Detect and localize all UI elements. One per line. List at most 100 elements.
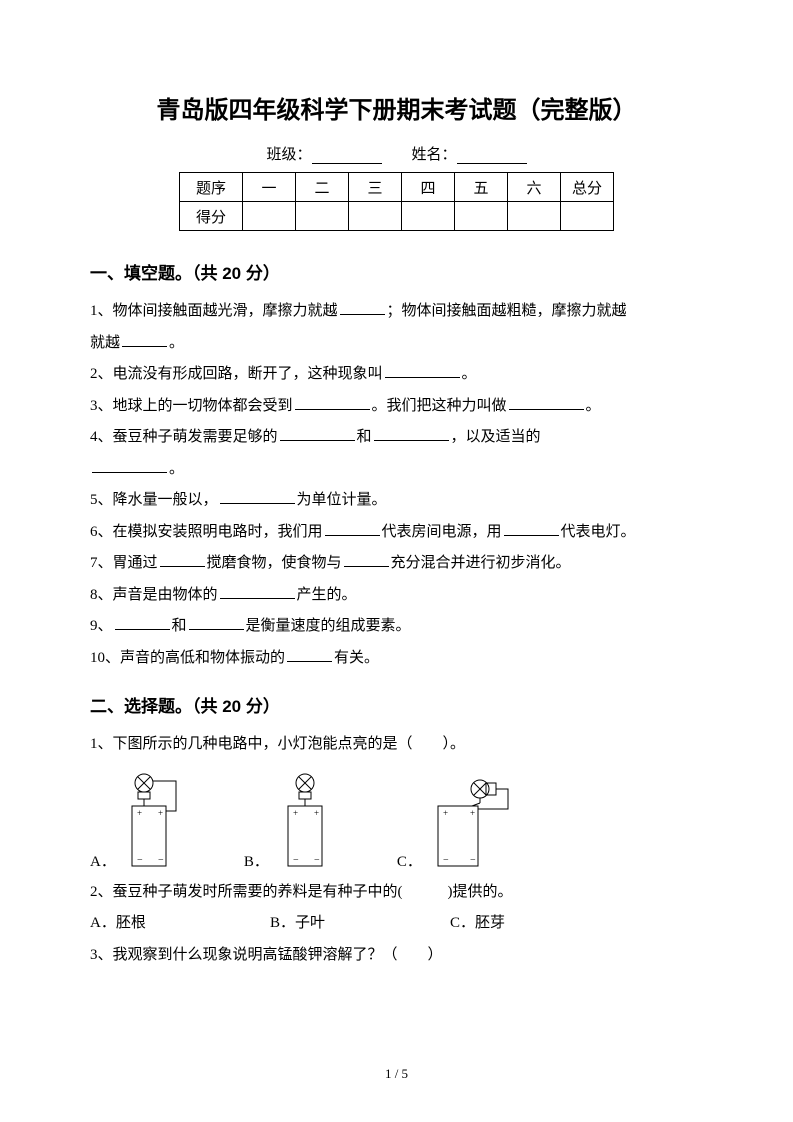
question: 2、蚕豆种子萌发时所需要的养料是有种子中的( )提供的。 — [90, 877, 703, 909]
svg-text:−: − — [470, 855, 476, 866]
option-a: A．胚根 — [90, 908, 270, 940]
text: 代表电灯。 — [561, 524, 636, 540]
svg-text:+: + — [443, 808, 448, 818]
question: 5、降水量一般以， 为单位计量。 — [90, 485, 703, 517]
option-label: B． — [244, 850, 269, 871]
text: 6、在模拟安装照明电路时，我们用 — [90, 524, 323, 540]
option-label: A． — [90, 850, 116, 871]
option-a: A． + + − − — [90, 771, 184, 871]
svg-text:+: + — [293, 808, 298, 818]
blank[interactable] — [92, 457, 167, 473]
question: 8、声音是由物体的 产生的。 — [90, 580, 703, 612]
cell[interactable] — [508, 202, 561, 231]
svg-text:+: + — [470, 808, 475, 818]
cell[interactable] — [296, 202, 349, 231]
table-row: 题序 一 二 三 四 五 六 总分 — [180, 173, 614, 202]
text: 。我们把这种力叫做 — [372, 398, 507, 414]
option-b: B．子叶 — [270, 908, 450, 940]
question: 3、地球上的一切物体都会受到 。我们把这种力叫做 。 — [90, 391, 703, 423]
cell[interactable] — [349, 202, 402, 231]
blank[interactable] — [504, 520, 559, 536]
circuit-diagram-c: + + − − — [430, 771, 515, 871]
section2-header: 二、选择题。（共 20 分） — [90, 692, 703, 717]
question: 4、蚕豆种子萌发需要足够的 和 ，以及适当的。 — [90, 422, 703, 485]
blank[interactable] — [325, 520, 380, 536]
text: )提供的。 — [448, 884, 513, 900]
cell: 六 — [508, 173, 561, 202]
cell: 五 — [455, 173, 508, 202]
cell: 总分 — [561, 173, 614, 202]
text: 5、降水量一般以， — [90, 492, 218, 508]
score-table: 题序 一 二 三 四 五 六 总分 得分 — [179, 172, 614, 231]
cell: 二 — [296, 173, 349, 202]
text: 为单位计量。 — [297, 492, 387, 508]
svg-text:−: − — [314, 855, 320, 866]
cell[interactable] — [561, 202, 614, 231]
cell[interactable] — [402, 202, 455, 231]
text: 。 — [586, 398, 601, 414]
text: 10、声音的高低和物体振动的 — [90, 650, 285, 666]
blank[interactable] — [189, 614, 244, 630]
blank[interactable] — [374, 425, 449, 441]
cell: 四 — [402, 173, 455, 202]
blank[interactable] — [287, 646, 332, 662]
question: 1、下图所示的几种电路中，小灯泡能点亮的是（ ）。 — [90, 729, 703, 761]
blank[interactable] — [115, 614, 170, 630]
question: 9、和是衡量速度的组成要素。 — [90, 611, 703, 643]
page-number: 1 / 5 — [0, 1066, 793, 1082]
blank[interactable] — [295, 394, 370, 410]
text: 1、物体间接触面越光滑，摩擦力就越 — [90, 303, 338, 319]
text: 代表房间电源，用 — [382, 524, 502, 540]
blank[interactable] — [220, 583, 295, 599]
cell[interactable] — [455, 202, 508, 231]
text: ；物体间接触面越粗糙，摩擦力就越 — [387, 303, 627, 319]
question: 6、在模拟安装照明电路时，我们用 代表房间电源，用 代表电灯。 — [90, 517, 703, 549]
svg-text:+: + — [314, 808, 319, 818]
text: 9、 — [90, 618, 113, 634]
text: 和 — [357, 429, 372, 445]
table-row: 得分 — [180, 202, 614, 231]
text: 充分混合并进行初步消化。 — [391, 555, 571, 571]
blank[interactable] — [280, 425, 355, 441]
svg-text:−: − — [443, 855, 449, 866]
cell[interactable] — [243, 202, 296, 231]
text: 4、蚕豆种子萌发需要足够的 — [90, 429, 278, 445]
blank[interactable] — [509, 394, 584, 410]
svg-text:+: + — [137, 808, 142, 818]
q2-options: A．胚根 B．子叶 C．胚芽 — [90, 908, 703, 940]
option-b: B． + + − − — [244, 771, 337, 871]
cell: 一 — [243, 173, 296, 202]
question: 2、电流没有形成回路，断开了，这种现象叫。 — [90, 359, 703, 391]
cell: 得分 — [180, 202, 243, 231]
svg-text:−: − — [137, 855, 143, 866]
text: 。 — [169, 461, 184, 477]
text: 有关。 — [334, 650, 379, 666]
circuit-diagram-b: + + − − — [277, 771, 337, 871]
student-info: 班级： 姓名： — [90, 143, 703, 164]
svg-text:+: + — [158, 808, 163, 818]
name-blank[interactable] — [457, 148, 527, 164]
blank[interactable] — [220, 488, 295, 504]
blank[interactable] — [385, 362, 460, 378]
text: 产生的。 — [297, 587, 357, 603]
option-c: C．胚芽 — [450, 908, 505, 940]
text: 3、地球上的一切物体都会受到 — [90, 398, 293, 414]
page-title: 青岛版四年级科学下册期末考试题（完整版） — [90, 90, 703, 125]
svg-text:−: − — [158, 855, 164, 866]
circuit-diagram-a: + + − − — [124, 771, 184, 871]
class-blank[interactable] — [312, 148, 382, 164]
text: 2、电流没有形成回路，断开了，这种现象叫 — [90, 366, 383, 382]
class-label: 班级： — [266, 147, 311, 163]
text: 7、胃通过 — [90, 555, 158, 571]
option-c: C． + + − − — [397, 771, 515, 871]
section1-header: 一、填空题。（共 20 分） — [90, 259, 703, 284]
svg-text:−: − — [293, 855, 299, 866]
text: 8、声音是由物体的 — [90, 587, 218, 603]
circuit-options: A． + + − − B． — [90, 771, 703, 871]
text: ，以及适当的 — [451, 429, 541, 445]
blank[interactable] — [122, 331, 167, 347]
blank[interactable] — [340, 299, 385, 315]
blank[interactable] — [160, 551, 205, 567]
blank[interactable] — [344, 551, 389, 567]
text: 是衡量速度的组成要素。 — [246, 618, 411, 634]
